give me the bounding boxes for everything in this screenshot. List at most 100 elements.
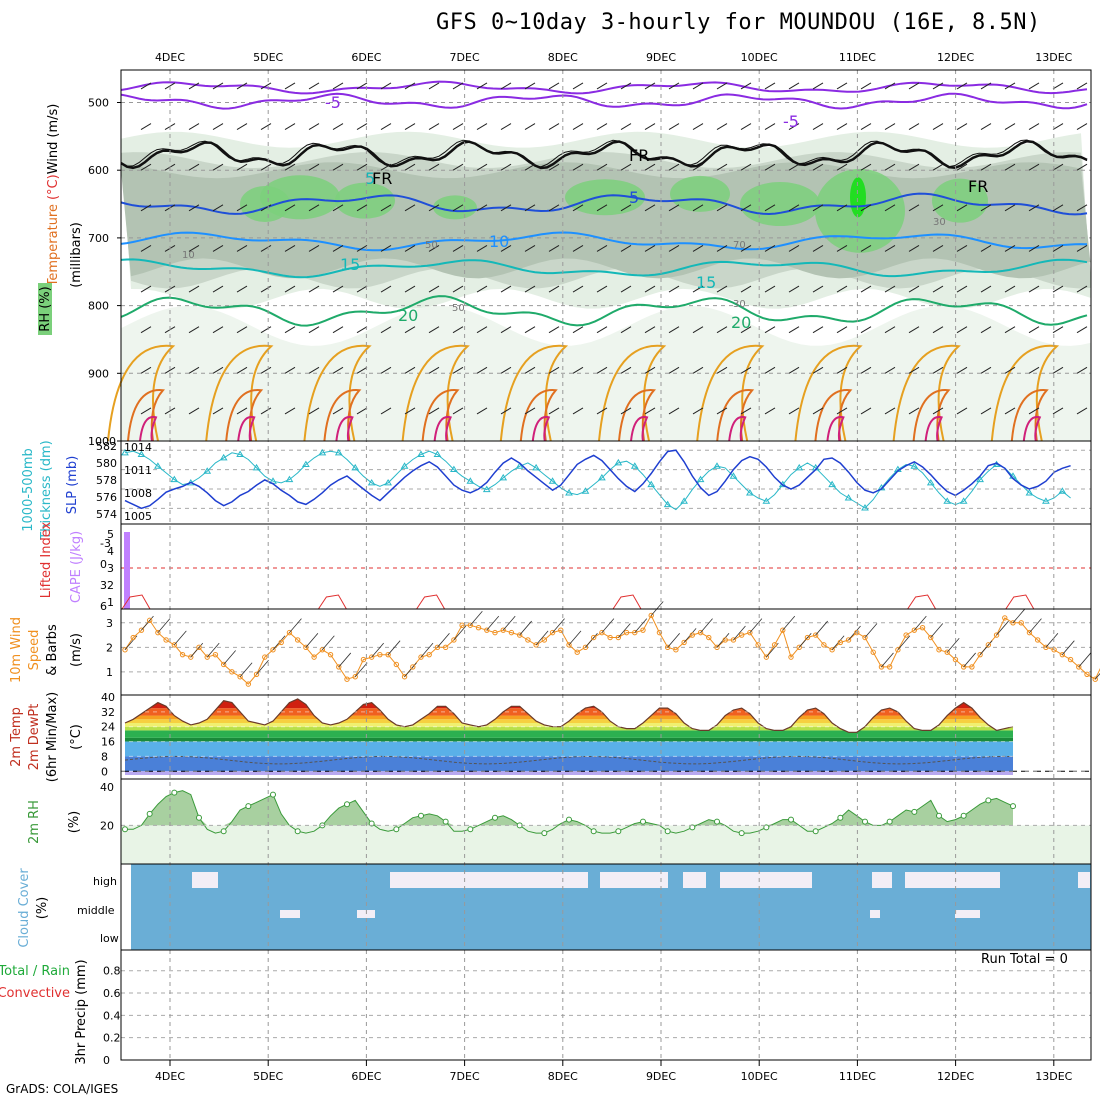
wind-barb [956, 123, 968, 131]
y-tick-label: 900 [88, 367, 109, 380]
wind-barb [308, 204, 320, 212]
temp-ylabel-1: 2m Temp [9, 707, 24, 767]
temp-contour-30 [716, 389, 755, 442]
precip-ylabel: 3hr Precip (mm) [74, 959, 89, 1064]
wind-barb [452, 326, 464, 334]
y-tick-label: 6 [100, 600, 107, 613]
temp-ylabel-3: (6hr Min/Max) [45, 692, 60, 782]
wind-barb [668, 123, 680, 131]
wind-barb [212, 285, 224, 293]
wind-barb [524, 366, 536, 374]
wind-barb [1028, 407, 1040, 415]
wind-speed-point [475, 625, 482, 631]
wind-barb [884, 163, 896, 171]
wind-barb [932, 245, 944, 252]
wind-barb [476, 163, 488, 171]
wind-barb [1029, 618, 1042, 633]
wind-barb [354, 662, 368, 678]
wind-speed-point [401, 674, 408, 680]
ylabel-wunit: (m/s) [46, 104, 61, 138]
wind-barb [140, 82, 152, 90]
wind-barb [788, 326, 800, 334]
thickness-point [466, 477, 475, 484]
thickness-point [203, 467, 212, 474]
wind-barb [860, 407, 872, 415]
chart-title: GFS 0~10day 3-hourly for MOUNDOU (16E, 8… [436, 10, 1041, 35]
wind-barb [284, 204, 296, 212]
wind-speed-point [1026, 629, 1033, 636]
wind-barb [428, 285, 440, 293]
wind-barb [380, 163, 392, 171]
date-label-top: 11DEC [839, 51, 876, 64]
wind-barb [620, 366, 632, 374]
thickness-point [861, 504, 869, 511]
thickness-point [614, 458, 623, 466]
wind-barb [740, 123, 752, 131]
slp-ylabel: SLP (mb) [65, 456, 80, 515]
wind-speed-point [599, 629, 605, 636]
temp-contour-25 [205, 344, 274, 442]
thickness-point [236, 450, 244, 458]
wind-barb [260, 82, 272, 90]
temp-contour-30 [323, 389, 362, 442]
wind-barb [812, 407, 824, 415]
thickness-ylabel-top: 1000-500mb [21, 448, 36, 532]
wind-barb [963, 652, 976, 668]
wind-barb [596, 285, 608, 293]
wind-barb [572, 204, 584, 212]
wind-barb [305, 633, 319, 648]
wind-speed-point [1018, 620, 1024, 626]
thickness-point [630, 462, 639, 469]
wind-barb [908, 366, 920, 374]
cloud-gap-high [905, 872, 1000, 888]
cloud-gap-middle [280, 910, 300, 918]
rh-point [393, 826, 400, 833]
wind-barb [812, 326, 824, 334]
wind-barb [260, 123, 272, 131]
wind-barb [524, 204, 536, 212]
y-tick-label: 40 [100, 781, 114, 794]
wind-barb [946, 637, 960, 653]
cloud-level-label: middle [77, 904, 115, 917]
wind-barb [332, 123, 344, 131]
wind-barb [596, 123, 608, 131]
y-tick-label: 1014 [124, 441, 152, 454]
precip-panel [120, 949, 1092, 1061]
wind-barb [1004, 82, 1016, 90]
contour-label: 5 [629, 188, 639, 207]
wind-barb [764, 82, 776, 90]
wind-barb [140, 123, 152, 131]
rh-point [467, 826, 474, 833]
wind-barb [476, 82, 488, 90]
thickness-ylabel: Thickness (dm) [39, 440, 54, 540]
wind-barb [956, 366, 968, 374]
wind-barb [1004, 163, 1016, 171]
wind-barb [548, 204, 560, 212]
wind-barb [644, 245, 656, 252]
wind-speed-point [344, 676, 350, 682]
wind-speed-point [377, 651, 383, 658]
wind-barb [644, 326, 656, 334]
wind-barb [428, 407, 440, 415]
wind-barb [188, 407, 200, 415]
thickness-point [795, 463, 804, 471]
thickness-point [746, 488, 754, 496]
temp-contour-25 [401, 344, 470, 442]
lifted-index-line [1005, 594, 1035, 610]
wind-barb [236, 123, 248, 131]
wind-barb [979, 640, 993, 655]
contour-label: 15 [340, 255, 360, 274]
wind-speed-point [812, 632, 819, 638]
wind-barb [1076, 123, 1088, 131]
wind-speed-point [163, 637, 169, 643]
wind-barb [568, 630, 582, 646]
rh-point [122, 826, 128, 833]
wind-barb [881, 652, 894, 668]
wind-barb [572, 123, 584, 131]
temp-contour-25 [107, 344, 176, 442]
wind-barb [1028, 123, 1040, 131]
wind-barb [1076, 407, 1088, 415]
wind-speed-point [1084, 671, 1090, 677]
wind-barb [1028, 366, 1040, 374]
wind-barb [812, 82, 824, 90]
